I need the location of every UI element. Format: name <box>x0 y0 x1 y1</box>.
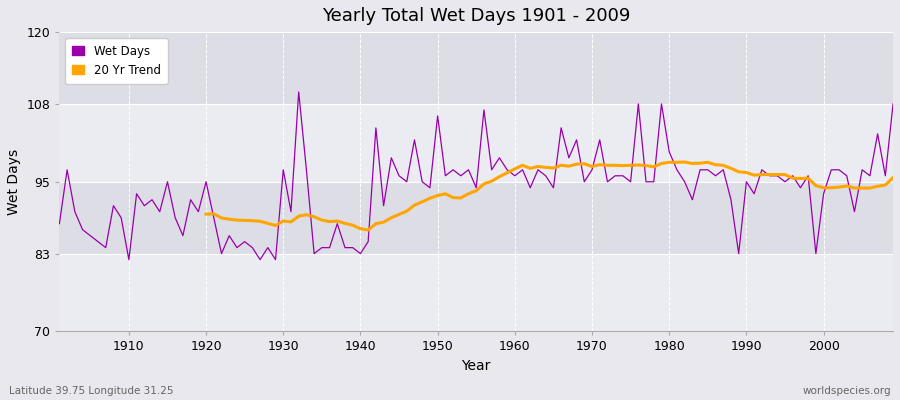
Title: Yearly Total Wet Days 1901 - 2009: Yearly Total Wet Days 1901 - 2009 <box>322 7 630 25</box>
20 Yr Trend <box>417 200 428 204</box>
20 Yr Trend <box>887 175 898 180</box>
Bar <box>59 254 893 332</box>
Bar <box>59 104 893 182</box>
Y-axis label: Wet Days: Wet Days <box>7 149 21 215</box>
Line: 20 Yr Trend: 20 Yr Trend <box>206 162 893 230</box>
Text: Latitude 39.75 Longitude 31.25: Latitude 39.75 Longitude 31.25 <box>9 386 174 396</box>
Wet Days <box>54 221 65 226</box>
X-axis label: Year: Year <box>462 359 490 373</box>
Bar <box>59 182 893 254</box>
20 Yr Trend <box>695 161 706 166</box>
Wet Days <box>518 167 528 172</box>
Legend: Wet Days, 20 Yr Trend: Wet Days, 20 Yr Trend <box>66 38 167 84</box>
Wet Days <box>123 257 134 262</box>
Wet Days <box>347 245 358 250</box>
Wet Days <box>116 215 127 220</box>
Line: Wet Days: Wet Days <box>59 92 893 260</box>
20 Yr Trend <box>788 176 798 180</box>
Text: worldspecies.org: worldspecies.org <box>803 386 891 396</box>
Wet Days <box>617 173 628 178</box>
20 Yr Trend <box>680 160 690 164</box>
Wet Days <box>525 185 535 190</box>
20 Yr Trend <box>803 176 814 180</box>
20 Yr Trend <box>363 228 374 232</box>
Wet Days <box>887 102 898 106</box>
20 Yr Trend <box>872 184 883 189</box>
20 Yr Trend <box>293 214 304 218</box>
Wet Days <box>301 167 311 172</box>
20 Yr Trend <box>201 212 212 216</box>
Bar <box>59 32 893 104</box>
Wet Days <box>293 90 304 94</box>
